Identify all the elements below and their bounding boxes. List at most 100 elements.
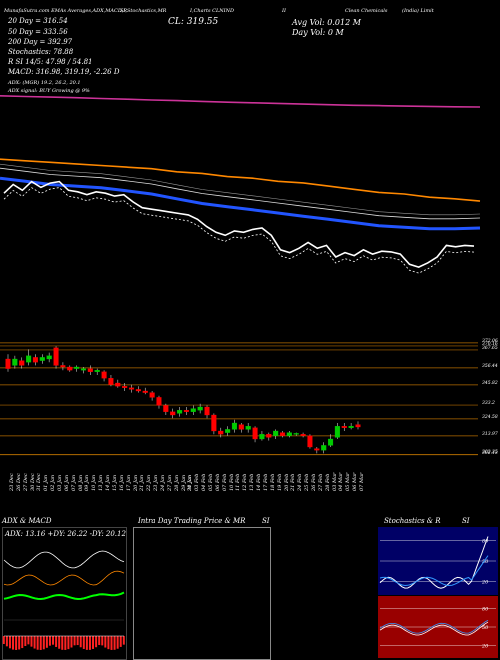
- adx-panel-title: ADX & MACD: [2, 517, 52, 525]
- header-title-mid: SI,Stochastics,MR: [120, 8, 167, 14]
- macd-bar-20: [64, 636, 67, 650]
- day-volume: Day Vol: 0 M: [292, 28, 344, 37]
- header-country: (India) Limit: [402, 8, 434, 14]
- candle-body-36: [252, 427, 258, 440]
- candle-body-26: [183, 410, 189, 412]
- stoch-panel-title: Stochastics & R: [384, 517, 441, 525]
- macd-bar-6: [21, 636, 24, 649]
- candle-body-10: [74, 366, 80, 369]
- adx-green-line: [3, 591, 125, 601]
- ema-line-1: [0, 158, 481, 202]
- candle-body-17: [122, 386, 128, 388]
- candle-body-9: [67, 366, 73, 371]
- candle-body-20: [142, 390, 148, 393]
- macd-bar-23: [73, 636, 76, 646]
- ema-line-2: [0, 95, 481, 108]
- candle-body-39: [273, 430, 279, 436]
- price-axis-label: 345.82: [482, 380, 498, 386]
- macd-bar-27: [85, 636, 88, 650]
- candle-body-51: [355, 424, 361, 428]
- ema-line-0: [0, 176, 481, 231]
- macd-bar-24: [76, 636, 79, 646]
- candle-body-45: [314, 448, 320, 451]
- macd-bar-31: [98, 636, 101, 645]
- macd-bar-34: [107, 636, 110, 650]
- price-axis-label: 356.44: [482, 363, 498, 369]
- stochastics-label: Stochastics: 78.88: [8, 48, 74, 56]
- candle-body-15: [108, 378, 114, 385]
- candle-body-21: [149, 392, 155, 398]
- macd-bar-0: [2, 636, 5, 644]
- candle-body-42: [293, 433, 299, 435]
- candle-body-11: [80, 368, 87, 371]
- candle-body-2: [19, 360, 25, 366]
- candle-body-16: [115, 382, 121, 387]
- candle-body-48: [334, 426, 340, 438]
- rsi-level-label: 20: [481, 644, 489, 650]
- rsi-label: R SI 14/5: 47.98 / 54.81: [8, 58, 93, 66]
- macd-bar-25: [79, 636, 82, 648]
- candle-body-32: [225, 429, 231, 433]
- price-axis-label: 333.2: [482, 401, 495, 407]
- macd-bar-39: [122, 636, 125, 645]
- candle-body-23: [163, 405, 169, 412]
- candle-body-3: [26, 355, 32, 363]
- ema200-label: 200 Day = 392.97: [8, 38, 73, 46]
- macd-label: MACD: 316.98, 319.19, -2.26 D: [8, 68, 120, 76]
- candle-body-8: [60, 365, 66, 368]
- price-axis-label: 372.06: [482, 338, 498, 344]
- macd-bar-38: [119, 636, 122, 647]
- stoch-si-label: SI: [462, 517, 470, 525]
- macd-bar-12: [39, 636, 42, 650]
- macd-bar-28: [88, 636, 91, 650]
- candle-body-50: [348, 426, 354, 428]
- stoch-k-line: [379, 536, 489, 589]
- candle-body-30: [211, 414, 217, 432]
- candle-body-34: [238, 424, 244, 430]
- candle-body-0: [5, 358, 11, 369]
- price-line: [3, 180, 475, 268]
- candle-body-46: [321, 445, 327, 451]
- candle-body-19: [135, 389, 141, 392]
- close-price: CL: 319.55: [168, 17, 219, 27]
- price-axis-label: 313.97: [482, 431, 498, 437]
- macd-bar-37: [116, 636, 119, 649]
- candle-body-18: [128, 387, 135, 390]
- macd-bar-30: [95, 636, 98, 648]
- macd-bar-29: [92, 636, 95, 649]
- adx-signal-label: ADX signal: BUY Growing @ 9%: [8, 88, 90, 94]
- candle-body-31: [218, 430, 224, 435]
- candle-body-6: [46, 355, 52, 360]
- day-volume-value: Day Vol: 0: [292, 28, 333, 37]
- price-axis-label: 302.13: [482, 450, 498, 456]
- macd-bar-16: [52, 636, 55, 645]
- macd-bar-15: [48, 636, 51, 646]
- adx-orange-line: [3, 570, 125, 586]
- macd-bar-7: [24, 636, 27, 647]
- macd-bar-4: [15, 636, 18, 650]
- adx-values: ADX: 13.16 +DY: 26.22 -DY: 20.12: [5, 530, 126, 538]
- candle-body-24: [170, 411, 176, 416]
- candle-body-33: [231, 422, 238, 430]
- price-axis-label: 370.16: [482, 341, 498, 347]
- intraday-si-label: SI: [262, 517, 270, 525]
- ema-chart: [0, 95, 481, 274]
- macd-bar-26: [82, 636, 85, 649]
- candle-body-4: [32, 357, 39, 363]
- ema20-label: 20 Day = 316.54: [8, 17, 68, 25]
- macd-bar-3: [12, 636, 15, 650]
- macd-bar-8: [27, 636, 30, 645]
- header-title: MunafaSutra.com EMAs Averages,ADX,MACD,R: [4, 8, 127, 14]
- candle-body-37: [259, 434, 265, 440]
- macd-bar-19: [61, 636, 64, 650]
- candle-body-14: [101, 371, 107, 379]
- stoch-level-label: 50: [482, 559, 489, 565]
- header-title-left: MunafaSutra.com EMAs Averages,ADX,MACD,R: [4, 8, 128, 14]
- macd-bar-10: [33, 636, 36, 649]
- candle-body-22: [156, 397, 162, 406]
- ema50-label: 50 Day = 333.56: [8, 28, 68, 36]
- candle-chart: [0, 342, 478, 456]
- candle-body-38: [266, 434, 272, 438]
